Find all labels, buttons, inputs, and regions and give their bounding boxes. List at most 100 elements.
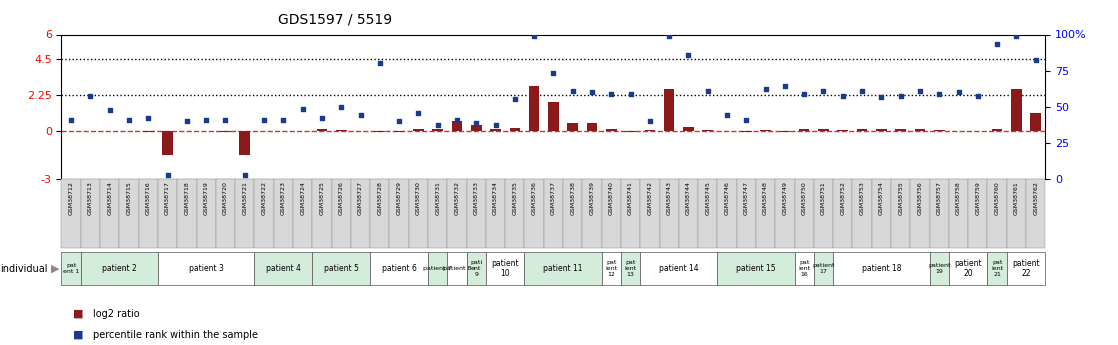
Bar	[80, 179, 101, 248]
Bar	[452, 121, 462, 131]
Bar	[433, 129, 443, 131]
Bar	[891, 179, 910, 248]
Bar	[389, 179, 409, 248]
Bar	[447, 179, 466, 248]
Text: GSM38745: GSM38745	[705, 181, 710, 215]
Text: patient 5: patient 5	[324, 264, 359, 273]
Text: GSM38758: GSM38758	[956, 181, 961, 215]
Bar	[413, 129, 424, 131]
Bar	[833, 252, 929, 285]
Bar	[370, 179, 389, 248]
Bar	[466, 252, 486, 285]
Point	[757, 87, 775, 92]
Bar	[548, 102, 559, 131]
Point	[661, 33, 679, 39]
Text: patient 15: patient 15	[736, 264, 776, 273]
Text: patient 11: patient 11	[543, 264, 582, 273]
Text: GSM38729: GSM38729	[397, 181, 401, 216]
Point	[969, 93, 987, 98]
Bar	[524, 252, 601, 285]
Bar	[370, 252, 428, 285]
Bar	[856, 129, 868, 131]
Text: GSM38762: GSM38762	[1033, 181, 1039, 215]
Text: pat
ient
12: pat ient 12	[605, 260, 617, 277]
Text: GSM38748: GSM38748	[764, 181, 768, 215]
Point	[371, 61, 389, 66]
Text: GSM38740: GSM38740	[609, 181, 614, 215]
Bar	[312, 179, 332, 248]
Bar	[162, 131, 173, 155]
Text: patient 7: patient 7	[424, 266, 452, 271]
Text: GSM38727: GSM38727	[358, 181, 363, 216]
Text: pati
ent
9: pati ent 9	[471, 260, 482, 277]
Bar	[197, 179, 216, 248]
Bar	[992, 129, 1003, 131]
Text: GSM38730: GSM38730	[416, 181, 420, 215]
Bar	[949, 252, 987, 285]
Text: GSM38757: GSM38757	[937, 181, 941, 215]
Text: GSM38761: GSM38761	[1014, 181, 1018, 215]
Point	[949, 90, 967, 95]
Bar	[158, 252, 255, 285]
Bar	[490, 129, 501, 131]
Text: GSM38738: GSM38738	[570, 181, 575, 215]
Bar	[101, 179, 120, 248]
Text: patient
17: patient 17	[813, 263, 835, 274]
Point	[1026, 58, 1044, 63]
Bar	[471, 125, 482, 131]
Bar	[929, 252, 949, 285]
Text: ▶: ▶	[51, 264, 60, 274]
Bar	[987, 179, 1006, 248]
Point	[718, 112, 736, 118]
Bar	[332, 179, 351, 248]
Bar	[582, 179, 601, 248]
Point	[563, 88, 581, 93]
Bar	[987, 252, 1006, 285]
Point	[738, 117, 756, 122]
Bar	[409, 179, 428, 248]
Text: patient 14: patient 14	[659, 264, 699, 273]
Text: GSM38739: GSM38739	[589, 181, 595, 216]
Bar	[255, 179, 274, 248]
Bar	[158, 179, 178, 248]
Text: GSM38756: GSM38756	[918, 181, 922, 215]
Point	[795, 91, 813, 97]
Bar	[1006, 252, 1045, 285]
Text: GSM38750: GSM38750	[802, 181, 807, 215]
Point	[448, 117, 466, 122]
Text: GSM38732: GSM38732	[454, 181, 459, 216]
Bar	[61, 179, 80, 248]
Text: GSM38719: GSM38719	[203, 181, 209, 215]
Text: GSM38751: GSM38751	[821, 181, 826, 215]
Text: GSM38712: GSM38712	[68, 181, 74, 215]
Text: GSM38731: GSM38731	[435, 181, 440, 215]
Point	[525, 33, 543, 39]
Text: pat
ient
21: pat ient 21	[991, 260, 1003, 277]
Point	[603, 91, 620, 97]
Point	[1007, 33, 1025, 39]
Point	[159, 172, 177, 177]
Point	[428, 122, 446, 127]
Text: GSM38718: GSM38718	[184, 181, 189, 215]
Text: GSM38723: GSM38723	[281, 181, 286, 216]
Point	[834, 93, 852, 98]
Text: GSM38759: GSM38759	[975, 181, 980, 215]
Bar	[756, 179, 775, 248]
Bar	[660, 179, 679, 248]
Point	[351, 112, 369, 118]
Text: GSM38733: GSM38733	[474, 181, 479, 216]
Bar	[910, 179, 929, 248]
Text: GSM38741: GSM38741	[628, 181, 633, 215]
Text: pat
ent 1: pat ent 1	[63, 263, 79, 274]
Text: GSM38713: GSM38713	[88, 181, 93, 215]
Point	[409, 111, 427, 116]
Bar	[775, 179, 795, 248]
Text: patient 3: patient 3	[189, 264, 224, 273]
Point	[82, 93, 100, 98]
Bar	[620, 179, 641, 248]
Bar	[568, 123, 578, 131]
Text: GSM38735: GSM38735	[512, 181, 518, 215]
Text: patient
10: patient 10	[492, 258, 519, 278]
Bar	[235, 179, 255, 248]
Bar	[120, 179, 139, 248]
